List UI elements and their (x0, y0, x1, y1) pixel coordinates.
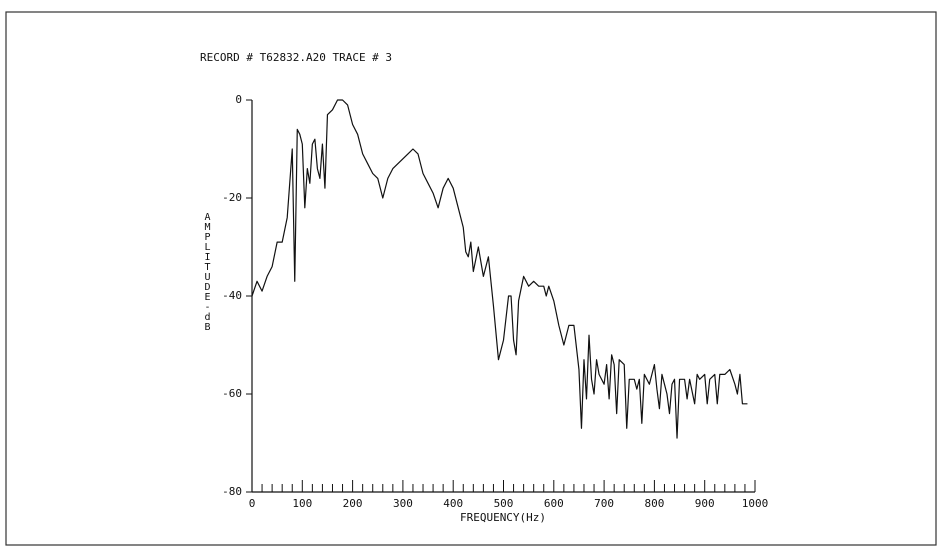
x-tick-label: 800 (644, 497, 664, 510)
x-tick-label: 400 (443, 497, 463, 510)
x-tick-label: 600 (544, 497, 564, 510)
y-axis-label: AMPLITUDE-dB (202, 212, 213, 332)
y-tick-label: -80 (222, 485, 242, 498)
x-tick-label: 900 (695, 497, 715, 510)
x-axis-label: FREQUENCY(Hz) (460, 511, 546, 524)
data-line (251, 99, 748, 439)
x-tick-label: 200 (343, 497, 363, 510)
frame (5, 11, 937, 546)
y-tick-label: -20 (222, 191, 242, 204)
x-tick-label: 500 (494, 497, 514, 510)
y-tick-label: 0 (235, 93, 242, 106)
y-tick-label: -60 (222, 387, 242, 400)
x-tick-label: 0 (249, 497, 256, 510)
x-tick-label: 1000 (742, 497, 769, 510)
x-tick-label: 100 (292, 497, 312, 510)
x-tick-label: 700 (594, 497, 614, 510)
x-tick-label: 300 (393, 497, 413, 510)
y-tick-label: -40 (222, 289, 242, 302)
chart-title: RECORD # T62832.A20 TRACE # 3 (200, 51, 392, 64)
